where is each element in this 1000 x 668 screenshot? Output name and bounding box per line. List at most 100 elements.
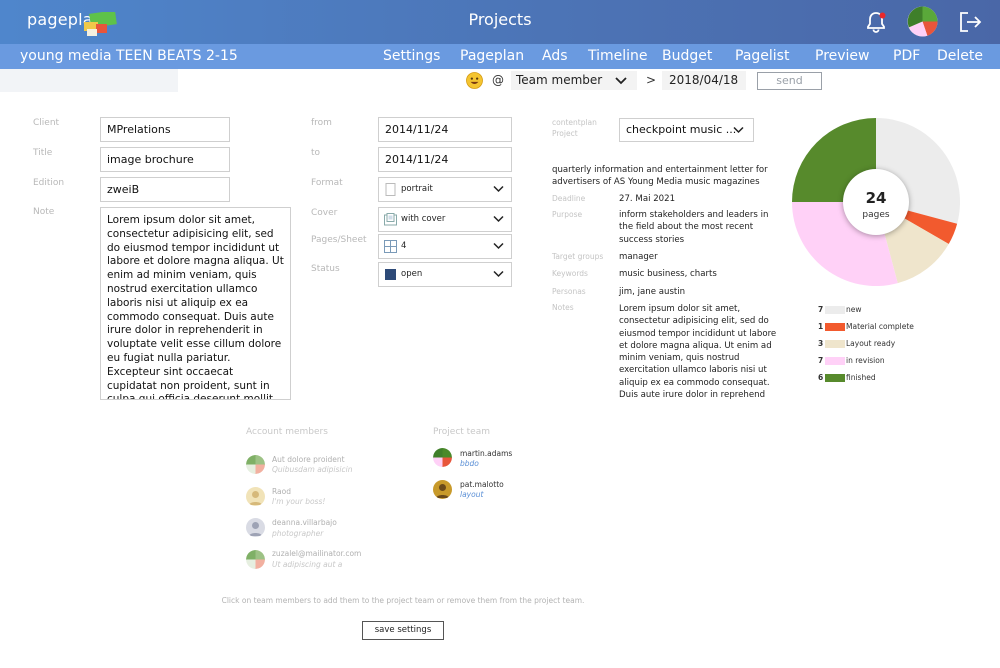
format-label: Format xyxy=(311,178,343,188)
tab-pageplan[interactable]: Pageplan xyxy=(460,48,525,64)
purpose-label: Purpose xyxy=(552,210,583,219)
chevron-down-icon xyxy=(733,126,744,134)
save-settings-button[interactable]: save settings xyxy=(362,621,444,640)
edition-field[interactable]: zweiB xyxy=(100,177,230,202)
tab-pdf[interactable]: PDF xyxy=(893,48,921,64)
account-members-title: Account members xyxy=(246,427,328,437)
contentplan-description: quarterly information and entertainment … xyxy=(552,165,768,187)
purpose-value: inform stakeholders and leaders in the f… xyxy=(619,210,769,245)
chevron-down-icon xyxy=(493,185,504,193)
legend-swatch xyxy=(825,306,845,314)
pie-center-disc xyxy=(843,169,909,235)
project-team-title: Project team xyxy=(433,427,491,437)
legend-count: 6 xyxy=(818,373,824,382)
account-member-avatar[interactable] xyxy=(246,550,265,569)
account-member-name[interactable]: Raod xyxy=(272,487,291,496)
keywords-value: music business, charts xyxy=(619,269,717,279)
bell-icon[interactable] xyxy=(864,10,888,34)
portrait-page-icon xyxy=(385,183,396,196)
pages-sheet-select[interactable]: 4 xyxy=(378,234,512,259)
note-label: Note xyxy=(33,207,55,217)
legend-label: Layout ready xyxy=(846,339,896,348)
filter-date-field[interactable]: 2018/04/18 xyxy=(662,71,746,90)
at-symbol: @ xyxy=(492,73,504,87)
target-groups-value: manager xyxy=(619,252,658,262)
logo-mark-icon xyxy=(84,12,117,36)
format-select-value: portrait xyxy=(401,184,433,194)
keywords-label: Keywords xyxy=(552,269,588,278)
top-header: pageplanr Projects xyxy=(0,0,1000,44)
deadline-value: 27. Mai 2021 xyxy=(619,194,676,204)
from-date-field[interactable]: 2014/11/24 xyxy=(378,117,512,142)
target-groups-label: Target groups xyxy=(552,252,604,261)
contentplan-label-line2: Project xyxy=(552,129,578,138)
title-label: Title xyxy=(33,148,53,158)
notes-label: Notes xyxy=(552,303,574,312)
project-team-avatar[interactable] xyxy=(433,448,452,467)
cover-label: Cover xyxy=(311,208,338,218)
pages-sheet-label: Pages/Sheet xyxy=(311,235,367,245)
project-team-member-role: layout xyxy=(460,490,484,499)
tab-settings[interactable]: Settings xyxy=(383,48,441,64)
send-button[interactable]: send xyxy=(757,72,822,90)
tab-delete[interactable]: Delete xyxy=(937,48,983,64)
contentplan-project-select[interactable]: checkpoint music ... xyxy=(619,118,754,142)
cover-icon xyxy=(384,213,397,226)
project-team-avatar[interactable] xyxy=(433,480,452,499)
tab-pagelist[interactable]: Pagelist xyxy=(735,48,790,64)
avatar-pie-icon xyxy=(246,550,265,569)
account-member-role: Quibusdam adipisicin xyxy=(272,465,353,474)
chevron-down-icon xyxy=(493,215,504,223)
contentplan-label-line1: contentplan xyxy=(552,118,597,127)
smiley-icon[interactable] xyxy=(466,72,483,89)
account-member-role: I'm your boss! xyxy=(272,497,326,506)
legend-swatch xyxy=(825,357,845,365)
chevron-down-icon xyxy=(493,242,504,250)
pie-center-label: pages xyxy=(862,210,889,220)
avatar-person-icon xyxy=(249,491,262,505)
greater-than-symbol: > xyxy=(646,73,657,87)
account-member-role: Ut adipiscing aut a xyxy=(272,560,343,569)
legend-label: Material complete xyxy=(846,322,914,331)
tab-budget[interactable]: Budget xyxy=(662,48,713,64)
chevron-down-icon xyxy=(493,270,504,278)
project-team-member-name[interactable]: martin.adams xyxy=(460,449,513,458)
team-member-select[interactable]: Team member xyxy=(511,71,637,90)
legend-swatch xyxy=(825,374,845,382)
legend-count: 3 xyxy=(818,339,824,348)
project-team-member-name[interactable]: pat.malotto xyxy=(460,480,504,489)
account-member-avatar[interactable] xyxy=(246,518,265,537)
personas-value: jim, jane austin xyxy=(619,287,686,297)
account-member-name[interactable]: zuzalel@mailinator.com xyxy=(272,549,362,558)
to-date-field[interactable]: 2014/11/24 xyxy=(378,147,512,172)
pages-status-pie-chart: 24 pages xyxy=(792,118,960,286)
notes-value: Lorem ipsum dolor sit amet, consectetur … xyxy=(619,304,777,401)
title-field[interactable]: image brochure xyxy=(100,147,230,172)
legend-count: 7 xyxy=(818,305,824,314)
tab-timeline[interactable]: Timeline xyxy=(588,48,648,64)
personas-label: Personas xyxy=(552,287,586,296)
contentplan-project-value: checkpoint music ... xyxy=(626,123,737,136)
status-select[interactable]: open xyxy=(378,262,512,287)
pages-sheet-select-value: 4 xyxy=(401,241,407,251)
logout-icon[interactable] xyxy=(958,11,982,33)
legend-swatch xyxy=(825,323,845,331)
account-pie-icon[interactable] xyxy=(907,6,938,37)
account-member-name[interactable]: Aut dolore proident xyxy=(272,455,345,464)
chevron-down-icon xyxy=(615,77,627,85)
account-member-name[interactable]: deanna.villarbajo xyxy=(272,518,337,527)
status-select-value: open xyxy=(401,269,423,279)
members-hint-text: Click on team members to add them to the… xyxy=(221,596,585,605)
format-select[interactable]: portrait xyxy=(378,177,512,202)
account-member-avatar[interactable] xyxy=(246,455,265,474)
legend-label: finished xyxy=(846,373,876,382)
tab-preview[interactable]: Preview xyxy=(815,48,870,64)
avatar-person-icon xyxy=(436,484,449,498)
account-member-avatar[interactable] xyxy=(246,487,265,506)
avatar-pie-icon xyxy=(246,455,265,474)
client-field[interactable]: MPrelations xyxy=(100,117,230,142)
cover-select[interactable]: with cover xyxy=(378,207,512,232)
tab-ads[interactable]: Ads xyxy=(542,48,568,64)
note-textarea[interactable]: Lorem ipsum dolor sit amet, consectetur … xyxy=(100,207,291,400)
status-label: Status xyxy=(311,264,340,274)
